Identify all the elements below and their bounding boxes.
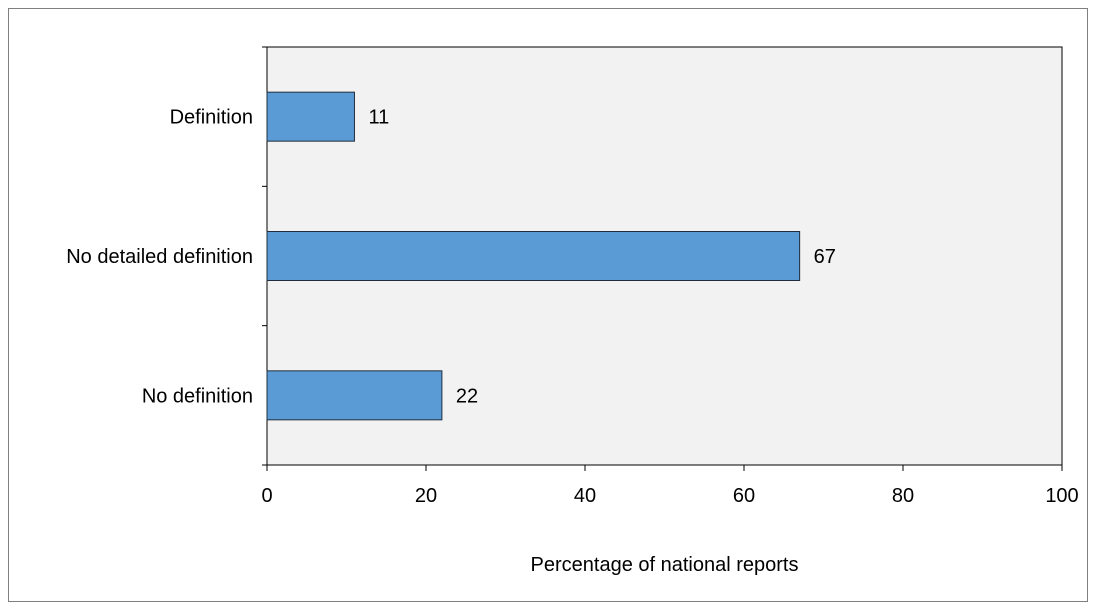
data-label-0: 11 bbox=[368, 107, 389, 129]
labels-group: 11 Definition 67 No detailed definition 22 No… bbox=[66, 107, 1078, 507]
bar-1 bbox=[266, 231, 801, 281]
data-label-2: 22 bbox=[456, 385, 478, 407]
x-tick-label-5: 100 bbox=[1045, 485, 1078, 507]
x-tick-label-3: 60 bbox=[733, 485, 755, 507]
chart-frame: 11 Definition 67 No detailed definition 22 No… bbox=[8, 8, 1088, 602]
category-label-2: No definition bbox=[142, 385, 253, 407]
bar-chart: 11 Definition 67 No detailed definition 22 No… bbox=[66, 46, 1079, 576]
bars-group bbox=[266, 91, 801, 421]
axes-group bbox=[262, 46, 1063, 471]
bar-2 bbox=[266, 370, 443, 421]
category-label-1: No detailed definition bbox=[66, 246, 253, 268]
category-label-0: Definition bbox=[170, 107, 253, 129]
x-axis-label: Percentage of national reports bbox=[531, 554, 799, 576]
x-tick-label-4: 80 bbox=[892, 485, 914, 507]
bar-0 bbox=[266, 91, 355, 142]
x-tick-label-2: 40 bbox=[574, 485, 596, 507]
data-label-1: 67 bbox=[814, 246, 836, 268]
x-tick-label-1: 20 bbox=[415, 485, 437, 507]
x-tick-label-0: 0 bbox=[261, 485, 272, 507]
